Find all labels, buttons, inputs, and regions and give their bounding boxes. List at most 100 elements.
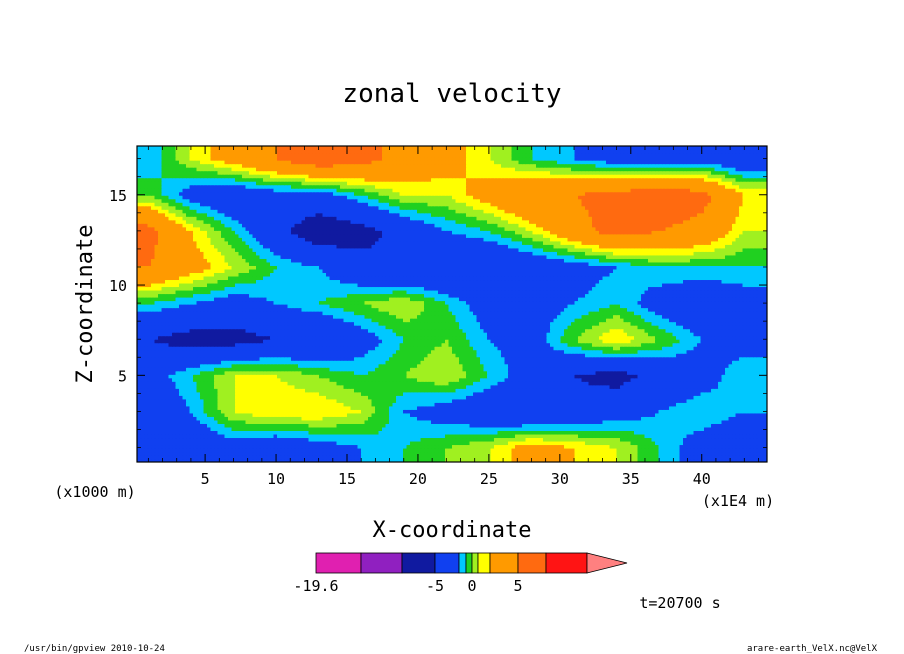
field-cell (368, 451, 372, 455)
field-cell (183, 378, 187, 382)
field-cell (347, 399, 351, 403)
field-cell (375, 423, 379, 427)
field-cell (291, 444, 295, 448)
field-cell (638, 430, 642, 434)
field-cell (750, 371, 754, 375)
field-cell (459, 451, 463, 455)
field-cell (284, 416, 288, 420)
field-cell (540, 371, 544, 375)
field-cell (211, 406, 215, 410)
field-cell (477, 388, 481, 392)
field-cell (298, 434, 302, 438)
field-cell (463, 388, 467, 392)
field-cell (613, 399, 617, 403)
field-cell (540, 385, 544, 389)
field-cell (606, 430, 610, 434)
field-cell (666, 406, 670, 410)
field-cell (631, 448, 635, 452)
field-cell (358, 437, 362, 441)
field-cell (428, 451, 432, 455)
field-cell (715, 399, 719, 403)
field-cell (288, 441, 292, 445)
field-cell (211, 427, 215, 431)
field-cell (673, 409, 677, 413)
field-cell (239, 451, 243, 455)
field-cell (284, 413, 288, 417)
field-cell (536, 416, 540, 420)
field-cell (337, 448, 341, 452)
field-cell (225, 395, 229, 399)
field-cell (375, 374, 379, 378)
field-cell (715, 409, 719, 413)
field-cell (673, 392, 677, 396)
field-cell (235, 434, 239, 438)
field-cell (487, 420, 491, 424)
field-cell (389, 423, 393, 427)
field-cell (585, 399, 589, 403)
field-cell (662, 427, 666, 431)
field-cell (263, 413, 267, 417)
field-cell (379, 444, 383, 448)
field-cell (393, 399, 397, 403)
field-cell (393, 444, 397, 448)
field-cell (519, 395, 523, 399)
field-cell (186, 416, 190, 420)
field-cell (568, 388, 572, 392)
field-cell (603, 434, 607, 438)
field-cell (214, 413, 218, 417)
field-cell (221, 374, 225, 378)
field-cell (676, 430, 680, 434)
field-cell (459, 385, 463, 389)
field-cell (452, 451, 456, 455)
field-cell (151, 392, 155, 396)
field-cell (281, 416, 285, 420)
field-cell (554, 388, 558, 392)
field-cell (599, 409, 603, 413)
field-cell (354, 437, 358, 441)
field-cell (438, 371, 442, 375)
field-cell (242, 388, 246, 392)
field-cell (214, 392, 218, 396)
field-cell (410, 409, 414, 413)
field-cell (540, 423, 544, 427)
field-cell (715, 455, 719, 459)
field-cell (711, 374, 715, 378)
field-cell (634, 406, 638, 410)
field-cell (239, 392, 243, 396)
field-cell (361, 385, 365, 389)
field-cell (277, 378, 281, 382)
field-cell (613, 385, 617, 389)
field-cell (540, 388, 544, 392)
field-cell (235, 441, 239, 445)
field-cell (568, 371, 572, 375)
field-cell (193, 409, 197, 413)
field-cell (522, 451, 526, 455)
field-cell (540, 378, 544, 382)
field-cell (697, 413, 701, 417)
field-cell (337, 437, 341, 441)
field-cell (599, 367, 603, 371)
field-cell (704, 416, 708, 420)
field-cell (354, 395, 358, 399)
field-cell (435, 427, 439, 431)
field-cell (249, 455, 253, 459)
field-cell (564, 448, 568, 452)
field-cell (743, 402, 747, 406)
field-cell (354, 364, 358, 368)
field-cell (564, 444, 568, 448)
field-cell (561, 385, 565, 389)
field-cell (463, 448, 467, 452)
field-cell (344, 381, 348, 385)
field-cell (232, 406, 236, 410)
field-cell (424, 374, 428, 378)
field-cell (158, 399, 162, 403)
field-cell (368, 395, 372, 399)
field-cell (207, 402, 211, 406)
field-cell (624, 395, 628, 399)
field-cell (484, 388, 488, 392)
field-cell (200, 437, 204, 441)
field-cell (242, 371, 246, 375)
field-cell (613, 381, 617, 385)
field-cell (270, 395, 274, 399)
field-cell (449, 434, 453, 438)
